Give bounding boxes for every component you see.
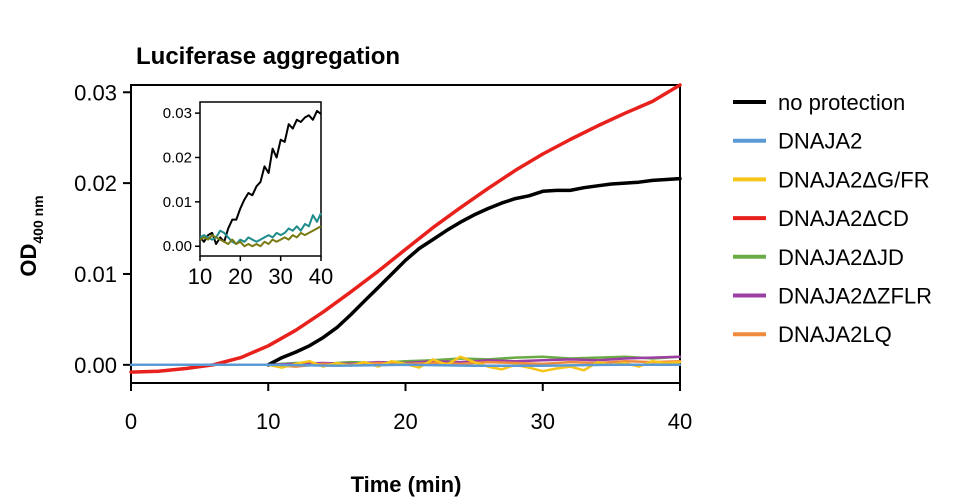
inset-x-tick-label: 40 bbox=[309, 264, 333, 289]
chart-title: Luciferase aggregation bbox=[136, 43, 400, 70]
inset-y-tick-label: 0.01 bbox=[163, 194, 192, 211]
inset-x-tick-label: 20 bbox=[228, 264, 252, 289]
legend-label-dnaja2-zflr: DNAJA2ΔZFLR bbox=[778, 284, 932, 309]
y-axis-label: OD400 nm bbox=[16, 195, 46, 276]
legend-label-dnaja2-g-fr: DNAJA2ΔG/FR bbox=[778, 167, 930, 192]
y-axis-label-main: OD bbox=[16, 244, 41, 277]
inset-y-tick-label: 0.00 bbox=[163, 238, 192, 255]
main-plot-area: 0.00 0.01 0.02 0.03 0 10 20 30 40 bbox=[74, 80, 692, 434]
x-tick-label: 40 bbox=[668, 409, 692, 434]
inset-series-line-1 bbox=[199, 109, 322, 245]
series-line-dnaja2-cd bbox=[129, 83, 682, 374]
y-tick-label: 0.01 bbox=[74, 262, 117, 287]
x-axis-label: Time (min) bbox=[351, 472, 462, 497]
legend-label-dnaja2lq: DNAJA2LQ bbox=[778, 322, 892, 347]
legend-label-dnaja2-jd: DNAJA2ΔJD bbox=[778, 245, 904, 270]
x-tick-label: 20 bbox=[393, 409, 417, 434]
inset-y-tick-label: 0.03 bbox=[163, 105, 192, 122]
series-line-dnaja2 bbox=[129, 363, 682, 367]
legend: no protection DNAJA2 DNAJA2ΔG/FR DNAJA2ΔCD D… bbox=[733, 90, 932, 347]
y-tick-label: 0.00 bbox=[74, 353, 117, 378]
inset-x-tick-label: 10 bbox=[188, 264, 212, 289]
x-tick-label: 10 bbox=[256, 409, 280, 434]
x-tick-label: 30 bbox=[531, 409, 555, 434]
x-tick-label: 0 bbox=[125, 409, 137, 434]
series-line-no-protection bbox=[266, 176, 682, 367]
y-tick-label: 0.03 bbox=[74, 80, 117, 105]
inset-series-line-3 bbox=[199, 225, 322, 248]
inset-x-tick-label: 30 bbox=[268, 264, 292, 289]
legend-label-dnaja2: DNAJA2 bbox=[778, 129, 862, 154]
legend-label-dnaja2-cd: DNAJA2ΔCD bbox=[778, 206, 909, 231]
inset-y-tick-label: 0.02 bbox=[163, 149, 192, 166]
legend-label-no-protection: no protection bbox=[778, 90, 905, 115]
inset-series-line-2 bbox=[199, 212, 322, 245]
y-tick-label: 0.02 bbox=[74, 171, 117, 196]
inset-plot-area: 0.00 0.01 0.02 0.03 10 20 30 40 bbox=[163, 101, 333, 289]
y-axis-label-subscript: 400 nm bbox=[30, 195, 46, 243]
